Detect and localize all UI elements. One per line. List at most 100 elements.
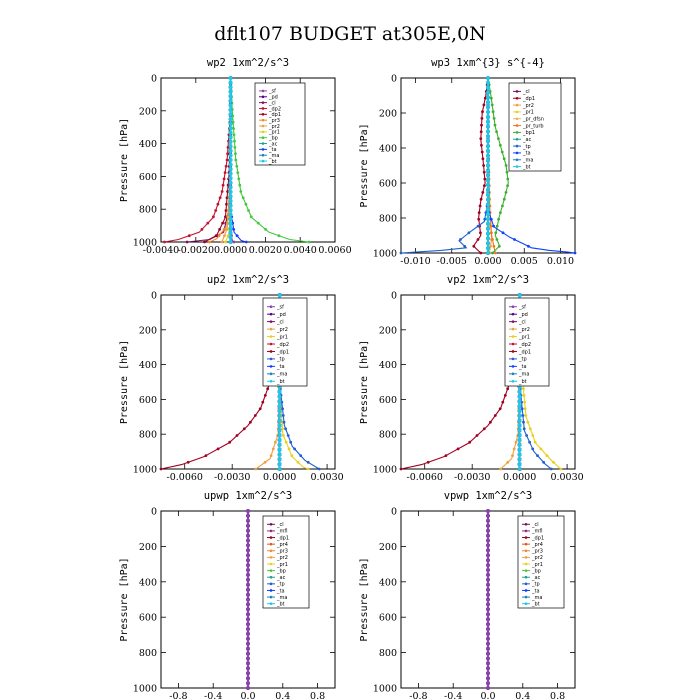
series-marker-sf bbox=[486, 656, 490, 661]
legend-label: _pd bbox=[518, 312, 528, 318]
series-marker-pr1 bbox=[526, 420, 530, 424]
chart-panel: vp2 1xm^2/s^3 Pressure [hPa] 0 200 400 600 800… bbox=[359, 274, 584, 483]
series-marker-dp1 bbox=[228, 440, 232, 444]
x-tick-label: -0.010 bbox=[400, 256, 430, 267]
series-marker-sf bbox=[246, 661, 250, 666]
series-marker-bp1 bbox=[500, 150, 504, 154]
series-marker-bp1 bbox=[502, 157, 506, 161]
series-marker-bt bbox=[277, 293, 282, 297]
series-marker-bt bbox=[486, 115, 490, 119]
y-tick-label: 1000 bbox=[133, 465, 157, 476]
series-marker-bt bbox=[486, 144, 490, 149]
series-marker-bt bbox=[228, 121, 233, 126]
legend-label: _sf bbox=[268, 89, 276, 95]
series-marker-bt bbox=[517, 433, 522, 438]
legend-swatch-marker bbox=[269, 365, 273, 368]
series-marker-pr2 bbox=[274, 440, 277, 444]
legend-swatch-marker bbox=[269, 589, 273, 592]
legend-label: _pr3 bbox=[531, 549, 543, 555]
x-tick-label: -0.0060 bbox=[167, 472, 203, 483]
series-marker-pr2 bbox=[254, 467, 258, 471]
series-marker-bt bbox=[277, 457, 282, 462]
series-marker-dp1 bbox=[456, 447, 460, 451]
legend-label: _ta bbox=[518, 364, 527, 370]
series-marker-bp bbox=[244, 202, 248, 206]
legend-label: _ac bbox=[522, 137, 532, 143]
series-marker-bt bbox=[517, 404, 522, 409]
legend-box bbox=[504, 297, 550, 387]
legend-label: _pr1 bbox=[276, 334, 288, 340]
legend-swatch-marker bbox=[524, 589, 528, 592]
series-line-tp bbox=[400, 78, 489, 254]
series-marker-tp bbox=[531, 447, 535, 451]
series-marker-bp bbox=[256, 221, 260, 225]
series-marker-bt bbox=[486, 100, 490, 105]
y-tick-label: 800 bbox=[139, 430, 157, 441]
legend-swatch-marker bbox=[261, 107, 265, 110]
legend-swatch-marker bbox=[511, 350, 515, 353]
legend-label: _pr2 bbox=[276, 327, 288, 333]
series-marker-bt bbox=[228, 176, 233, 181]
series-marker-bt bbox=[277, 462, 282, 467]
series-marker-bt bbox=[517, 413, 522, 418]
series-marker-dp1 bbox=[399, 467, 403, 471]
y-tick-label: 1000 bbox=[373, 684, 397, 695]
series-marker-sf bbox=[486, 676, 490, 681]
series-marker-dp1 bbox=[482, 103, 486, 107]
series-marker-sf bbox=[486, 528, 490, 533]
legend-label: _ac bbox=[531, 575, 541, 581]
series-marker-bp1 bbox=[501, 204, 504, 208]
series-marker-tp bbox=[522, 420, 525, 424]
series-marker-pr1 bbox=[533, 440, 537, 444]
series-marker-sf bbox=[486, 523, 490, 528]
legend-label: _ma bbox=[531, 595, 542, 601]
series-marker-bt bbox=[228, 199, 233, 203]
series-marker-bt bbox=[277, 404, 282, 409]
series-marker-bt bbox=[228, 235, 233, 240]
series-marker-dp2 bbox=[224, 164, 228, 168]
legend-swatch-marker bbox=[524, 562, 528, 566]
series-marker-bt bbox=[517, 438, 522, 442]
x-tick-label: 0.000 bbox=[474, 256, 501, 267]
x-tick-label: 0.0020 bbox=[249, 245, 282, 256]
series-marker-bp1 bbox=[497, 137, 500, 141]
y-tick-label: 1000 bbox=[133, 238, 157, 249]
legend-label: _bt bbox=[522, 164, 531, 170]
series-marker-bt bbox=[277, 452, 282, 457]
series-marker-sf bbox=[246, 587, 250, 592]
legend-label: _cl bbox=[518, 319, 526, 325]
series-marker-bt bbox=[228, 135, 233, 140]
legend-swatch-marker bbox=[515, 90, 519, 93]
series-marker-bt bbox=[486, 217, 490, 221]
series-marker-dp1 bbox=[506, 387, 510, 391]
legend-swatch-marker bbox=[515, 131, 519, 134]
series-marker-bt bbox=[228, 112, 233, 117]
series-marker-bt bbox=[228, 76, 233, 80]
legend-label: _cl bbox=[522, 89, 530, 95]
series-marker-sf bbox=[486, 568, 490, 572]
series-marker-bt bbox=[228, 117, 233, 121]
series-marker-pr1 bbox=[524, 414, 528, 417]
series-marker-dp1 bbox=[481, 191, 485, 194]
series-marker-tp bbox=[289, 440, 293, 444]
series-marker-pr1 bbox=[552, 460, 555, 464]
legend-swatch-marker bbox=[269, 305, 273, 309]
series-marker-dp1 bbox=[480, 117, 484, 120]
series-marker-sf bbox=[246, 681, 250, 685]
series-marker-dp1 bbox=[482, 427, 486, 431]
series-marker-pr1 bbox=[296, 460, 300, 464]
legend-swatch-marker bbox=[269, 312, 273, 316]
x-tick-label: 0.010 bbox=[547, 256, 574, 267]
series-marker-sf bbox=[246, 582, 250, 587]
series-marker-tp bbox=[286, 434, 290, 437]
series-marker-bt bbox=[228, 185, 233, 190]
x-tick-label: 0.4 bbox=[275, 691, 290, 700]
series-marker-bp1 bbox=[506, 177, 510, 181]
y-tick-label: 200 bbox=[139, 542, 157, 553]
series-marker-bt bbox=[228, 153, 233, 158]
series-marker-dp1 bbox=[225, 196, 229, 200]
series-marker-bt bbox=[486, 221, 490, 226]
legend-swatch-marker bbox=[269, 372, 273, 376]
series-marker-bt bbox=[228, 190, 233, 194]
series-marker-bt bbox=[228, 212, 233, 217]
